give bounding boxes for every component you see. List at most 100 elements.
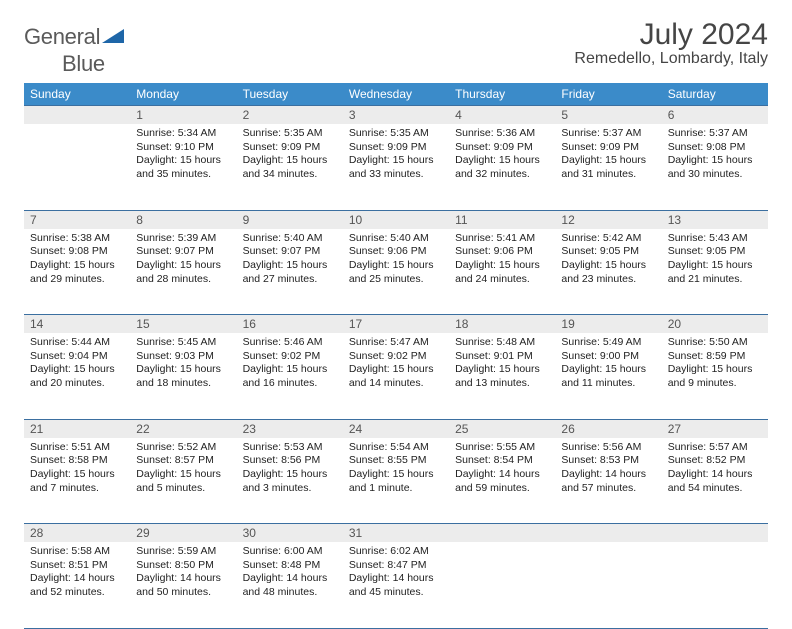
sunset-line: Sunset: 9:10 PM [136,141,230,155]
day-cell: Sunrise: 5:48 AMSunset: 9:01 PMDaylight:… [449,333,555,397]
daylight-line: Daylight: 15 hours and 27 minutes. [243,259,337,286]
day-cell: Sunrise: 5:37 AMSunset: 9:08 PMDaylight:… [662,124,768,188]
logo-part2: Blue [62,51,105,76]
day-cell: Sunrise: 5:36 AMSunset: 9:09 PMDaylight:… [449,124,555,188]
sunset-line: Sunset: 9:06 PM [455,245,549,259]
day-number: 27 [662,420,768,438]
sunrise-line: Sunrise: 5:35 AM [243,127,337,141]
day-cell: Sunrise: 5:44 AMSunset: 9:04 PMDaylight:… [24,333,130,397]
week-row: Sunrise: 5:51 AMSunset: 8:58 PMDaylight:… [24,438,768,524]
daynum-cell: 28 [24,524,130,543]
day-cell: Sunrise: 5:38 AMSunset: 9:08 PMDaylight:… [24,229,130,293]
sunset-line: Sunset: 8:54 PM [455,454,549,468]
daylight-line: Daylight: 15 hours and 35 minutes. [136,154,230,181]
day-cell: Sunrise: 5:53 AMSunset: 8:56 PMDaylight:… [237,438,343,502]
daynum-row: 21222324252627 [24,419,768,438]
daynum-cell: 7 [24,210,130,229]
daylight-line: Daylight: 15 hours and 9 minutes. [668,363,762,390]
day-cell: Sunrise: 5:40 AMSunset: 9:07 PMDaylight:… [237,229,343,293]
daynum-cell: 8 [130,210,236,229]
daynum-cell: 14 [24,315,130,334]
day-number: 3 [343,106,449,124]
weekday-header: Friday [555,83,661,106]
sunset-line: Sunset: 9:02 PM [349,350,443,364]
logo-text: General Blue [24,24,126,77]
sunrise-line: Sunrise: 5:45 AM [136,336,230,350]
daylight-line: Daylight: 15 hours and 3 minutes. [243,468,337,495]
logo-triangle-icon [102,25,126,51]
day-number: 15 [130,315,236,333]
sunrise-line: Sunrise: 5:38 AM [30,232,124,246]
sunset-line: Sunset: 8:47 PM [349,559,443,573]
day-number: 14 [24,315,130,333]
day-content-cell: Sunrise: 5:52 AMSunset: 8:57 PMDaylight:… [130,438,236,524]
weekday-header: Monday [130,83,236,106]
day-cell: Sunrise: 5:46 AMSunset: 9:02 PMDaylight:… [237,333,343,397]
daynum-cell: 3 [343,106,449,125]
day-content-cell: Sunrise: 5:46 AMSunset: 9:02 PMDaylight:… [237,333,343,419]
daylight-line: Daylight: 15 hours and 28 minutes. [136,259,230,286]
day-number: 2 [237,106,343,124]
daynum-cell: 10 [343,210,449,229]
daynum-cell: 20 [662,315,768,334]
day-cell: Sunrise: 5:42 AMSunset: 9:05 PMDaylight:… [555,229,661,293]
day-cell: Sunrise: 5:54 AMSunset: 8:55 PMDaylight:… [343,438,449,502]
day-cell: Sunrise: 5:47 AMSunset: 9:02 PMDaylight:… [343,333,449,397]
daylight-line: Daylight: 15 hours and 1 minute. [349,468,443,495]
sunset-line: Sunset: 9:08 PM [668,141,762,155]
sunrise-line: Sunrise: 5:49 AM [561,336,655,350]
sunset-line: Sunset: 9:05 PM [561,245,655,259]
daynum-cell: 2 [237,106,343,125]
daynum-cell: 11 [449,210,555,229]
day-content-cell: Sunrise: 5:48 AMSunset: 9:01 PMDaylight:… [449,333,555,419]
day-number: 20 [662,315,768,333]
daynum-cell: 6 [662,106,768,125]
weekday-header: Tuesday [237,83,343,106]
week-row: Sunrise: 5:44 AMSunset: 9:04 PMDaylight:… [24,333,768,419]
sunset-line: Sunset: 9:05 PM [668,245,762,259]
day-number: 26 [555,420,661,438]
sunset-line: Sunset: 9:01 PM [455,350,549,364]
daylight-line: Daylight: 15 hours and 32 minutes. [455,154,549,181]
weekday-header: Wednesday [343,83,449,106]
daylight-line: Daylight: 15 hours and 30 minutes. [668,154,762,181]
day-content-cell: Sunrise: 5:36 AMSunset: 9:09 PMDaylight:… [449,124,555,210]
sunrise-line: Sunrise: 5:57 AM [668,441,762,455]
daynum-row: 14151617181920 [24,315,768,334]
day-content-cell: Sunrise: 5:38 AMSunset: 9:08 PMDaylight:… [24,229,130,315]
day-number: 28 [24,524,130,542]
sunset-line: Sunset: 9:09 PM [349,141,443,155]
day-cell: Sunrise: 5:35 AMSunset: 9:09 PMDaylight:… [237,124,343,188]
daynum-cell: 4 [449,106,555,125]
sunrise-line: Sunrise: 5:54 AM [349,441,443,455]
day-content-cell: Sunrise: 6:00 AMSunset: 8:48 PMDaylight:… [237,542,343,628]
daylight-line: Daylight: 14 hours and 50 minutes. [136,572,230,599]
sunrise-line: Sunrise: 5:39 AM [136,232,230,246]
calendar-table: SundayMondayTuesdayWednesdayThursdayFrid… [24,83,768,629]
day-content-cell: Sunrise: 5:44 AMSunset: 9:04 PMDaylight:… [24,333,130,419]
day-content-cell: Sunrise: 5:41 AMSunset: 9:06 PMDaylight:… [449,229,555,315]
sunrise-line: Sunrise: 5:35 AM [349,127,443,141]
day-cell: Sunrise: 5:45 AMSunset: 9:03 PMDaylight:… [130,333,236,397]
sunset-line: Sunset: 8:52 PM [668,454,762,468]
sunset-line: Sunset: 9:07 PM [136,245,230,259]
day-cell: Sunrise: 5:50 AMSunset: 8:59 PMDaylight:… [662,333,768,397]
week-row: Sunrise: 5:34 AMSunset: 9:10 PMDaylight:… [24,124,768,210]
sunset-line: Sunset: 8:56 PM [243,454,337,468]
sunrise-line: Sunrise: 5:50 AM [668,336,762,350]
sunrise-line: Sunrise: 5:40 AM [243,232,337,246]
day-number: 11 [449,211,555,229]
daynum-cell: 13 [662,210,768,229]
sunrise-line: Sunrise: 5:43 AM [668,232,762,246]
day-content-cell: Sunrise: 5:37 AMSunset: 9:09 PMDaylight:… [555,124,661,210]
daynum-cell: 24 [343,419,449,438]
sunset-line: Sunset: 9:03 PM [136,350,230,364]
sunset-line: Sunset: 8:53 PM [561,454,655,468]
day-content-cell: Sunrise: 5:53 AMSunset: 8:56 PMDaylight:… [237,438,343,524]
daylight-line: Daylight: 15 hours and 21 minutes. [668,259,762,286]
day-content-cell: Sunrise: 5:56 AMSunset: 8:53 PMDaylight:… [555,438,661,524]
daynum-cell: 25 [449,419,555,438]
sunset-line: Sunset: 9:02 PM [243,350,337,364]
sunrise-line: Sunrise: 5:41 AM [455,232,549,246]
day-number: 8 [130,211,236,229]
